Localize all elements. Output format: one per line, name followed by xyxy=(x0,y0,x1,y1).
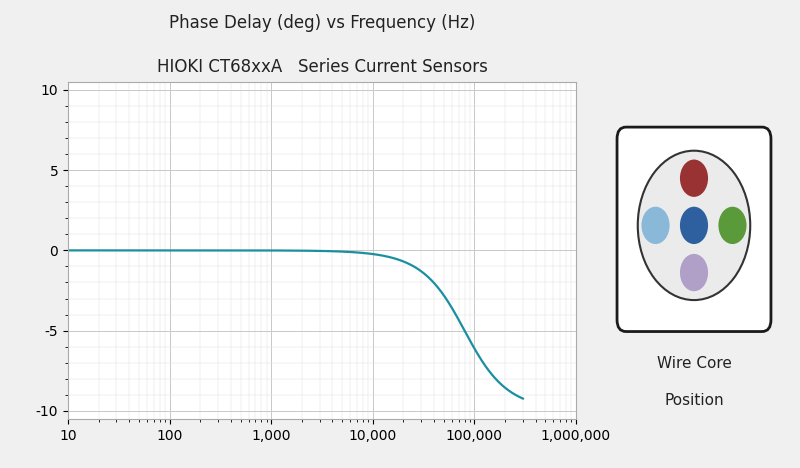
Circle shape xyxy=(718,207,746,244)
Text: Phase Delay (deg) vs Frequency (Hz): Phase Delay (deg) vs Frequency (Hz) xyxy=(169,14,475,32)
Circle shape xyxy=(680,254,708,291)
Circle shape xyxy=(638,151,750,300)
Circle shape xyxy=(680,160,708,197)
Text: Wire Core: Wire Core xyxy=(657,356,731,371)
Circle shape xyxy=(680,207,708,244)
Text: Position: Position xyxy=(664,393,724,408)
Text: HIOKI CT68xxA   Series Current Sensors: HIOKI CT68xxA Series Current Sensors xyxy=(157,58,487,76)
Circle shape xyxy=(642,207,670,244)
FancyBboxPatch shape xyxy=(617,127,771,331)
